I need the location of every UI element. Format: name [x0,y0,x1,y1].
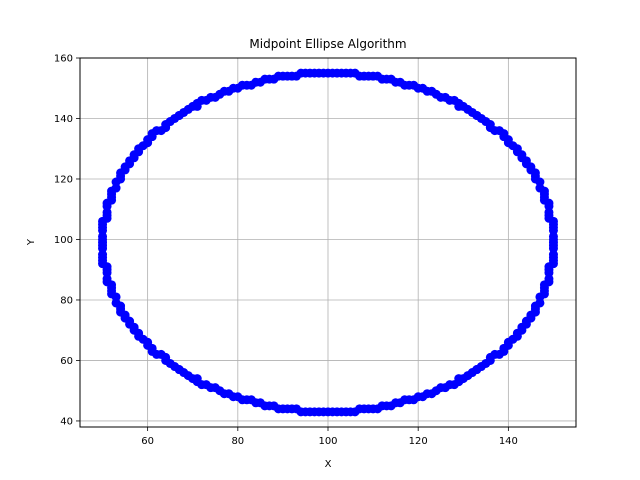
x-axis-ticks: 60 80 100 120 140 [141,427,518,447]
y-tick-label: 40 [60,416,73,427]
x-tick-label: 100 [318,436,337,447]
y-tick-label: 120 [54,174,73,185]
grid-lines [80,57,576,427]
y-tick-label: 60 [60,356,73,367]
data-points [98,68,558,417]
ellipse-point [548,241,558,251]
y-tick-label: 140 [54,114,73,125]
x-tick-label: 80 [231,436,244,447]
x-tick-label: 60 [141,436,154,447]
y-tick-label: 160 [54,54,73,65]
x-tick-label: 120 [409,436,428,447]
x-axis-label: X [325,459,332,470]
y-tick-label: 100 [54,235,73,246]
y-tick-label: 80 [60,295,73,306]
y-axis-label: Y [26,238,37,246]
chart-title: Midpoint Ellipse Algorithm [249,37,406,51]
x-tick-label: 140 [499,436,518,447]
y-axis-ticks: 40 60 80 100 120 140 160 [54,54,80,427]
